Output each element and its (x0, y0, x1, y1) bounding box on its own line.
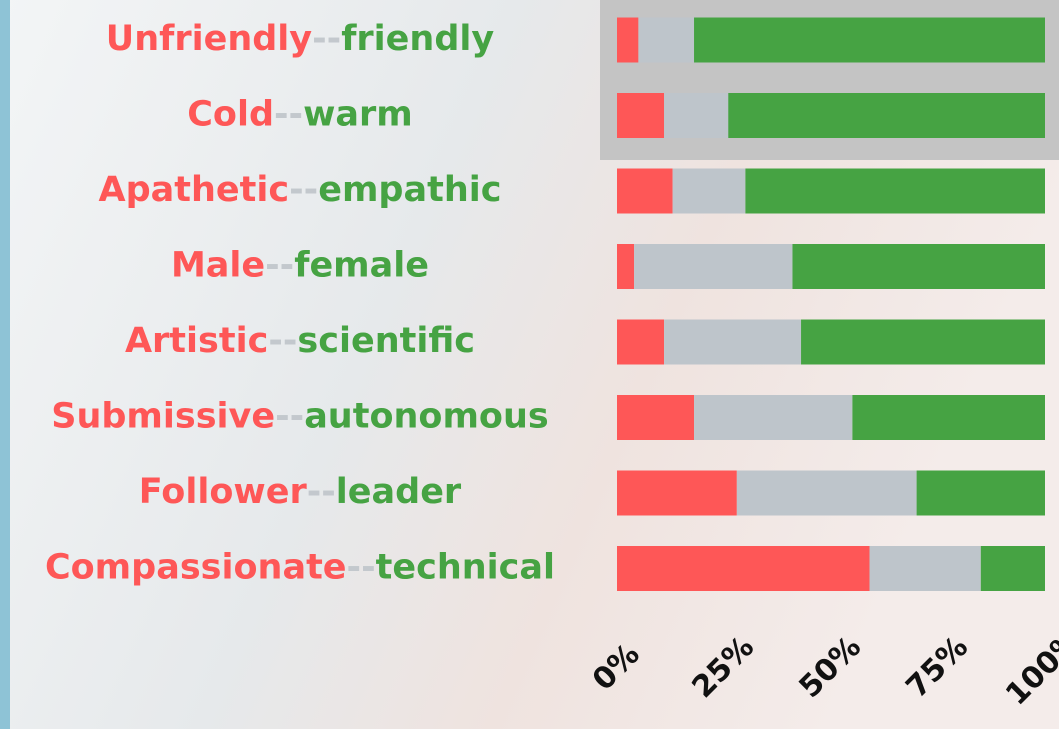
label-right: autonomous (304, 397, 549, 437)
row-label: Artistic--scientific (125, 321, 475, 361)
row-label: Apathetic--empathic (99, 170, 502, 210)
bar-segment (917, 471, 1045, 516)
row-label: Compassionate--technical (45, 548, 555, 588)
row-label: Submissive--autonomous (51, 397, 548, 437)
bar-segment (745, 169, 1045, 214)
bar-segment (870, 546, 981, 591)
bar-segment (638, 18, 694, 63)
label-left: Male (171, 246, 265, 286)
label-right: empathic (318, 170, 501, 210)
bar-segment (617, 93, 664, 138)
label-right: warm (303, 95, 413, 135)
bar-segment (728, 93, 1045, 138)
label-left: Follower (139, 472, 308, 512)
bar-segment (617, 320, 664, 365)
label-left: Apathetic (99, 170, 290, 210)
bar-segment (792, 244, 1045, 289)
bar-segment (673, 169, 746, 214)
chart: Unfriendly--friendlyCold--warmApathetic-… (0, 0, 1059, 729)
label-right: friendly (341, 19, 494, 59)
label-left: Unfriendly (106, 19, 313, 59)
bar-segment (801, 320, 1045, 365)
bar-segment (694, 395, 852, 440)
bar-segment (694, 18, 1045, 63)
row-label: Male--female (171, 246, 429, 286)
label-right: technical (376, 548, 555, 588)
label-right: scientific (297, 321, 475, 361)
bar-segment (617, 169, 673, 214)
left-strip (0, 0, 10, 729)
label-separator: -- (265, 246, 294, 286)
bar-segment (981, 546, 1045, 591)
bar-segment (664, 93, 728, 138)
label-separator: -- (347, 548, 376, 588)
bar-segment (634, 244, 792, 289)
bar-segment (617, 471, 737, 516)
label-separator: -- (289, 170, 318, 210)
label-separator: -- (275, 397, 304, 437)
bar-segment (617, 244, 634, 289)
row-label: Cold--warm (187, 95, 413, 135)
label-separator: -- (307, 472, 336, 512)
bar-segment (664, 320, 801, 365)
label-separator: -- (312, 19, 341, 59)
label-left: Compassionate (45, 548, 347, 588)
label-separator: -- (268, 321, 297, 361)
label-right: leader (336, 472, 462, 512)
row-label: Follower--leader (139, 472, 462, 512)
label-right: female (294, 246, 429, 286)
bar-segment (617, 395, 694, 440)
bar-segment (617, 18, 638, 63)
bar-segment (737, 471, 917, 516)
label-left: Artistic (125, 321, 268, 361)
label-separator: -- (274, 95, 303, 135)
row-label: Unfriendly--friendly (106, 19, 495, 59)
bar-segment (852, 395, 1045, 440)
label-left: Submissive (51, 397, 275, 437)
bar-segment (617, 546, 870, 591)
label-left: Cold (187, 95, 274, 135)
